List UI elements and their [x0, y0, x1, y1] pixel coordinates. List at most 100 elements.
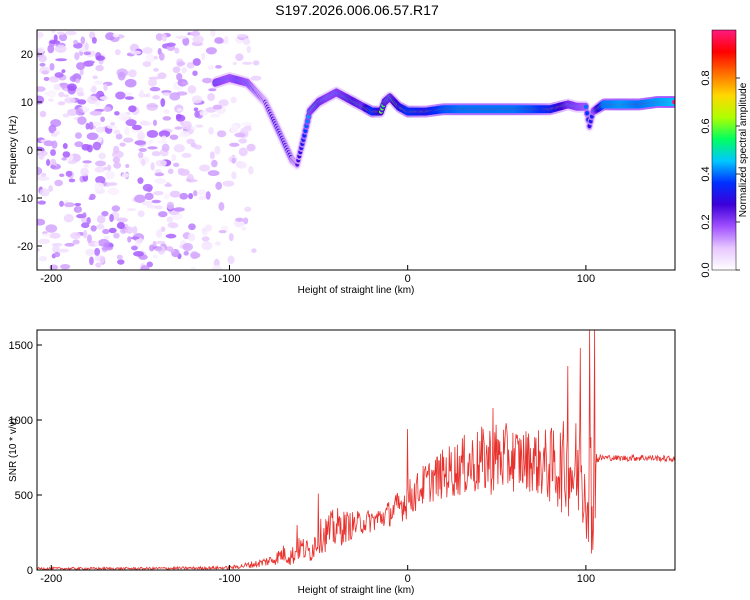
- noise-speckle: [208, 126, 214, 135]
- noise-speckle: [43, 76, 50, 81]
- noise-speckle: [192, 58, 201, 66]
- y-tick-label: -10: [17, 193, 33, 205]
- noise-speckle: [230, 96, 237, 104]
- noise-speckle: [141, 200, 153, 206]
- noise-speckle: [174, 47, 180, 54]
- noise-speckle: [163, 109, 170, 114]
- colorbar-tick-label: 0.2: [700, 214, 712, 229]
- noise-speckle: [181, 81, 189, 86]
- noise-speckle: [168, 248, 176, 253]
- noise-speckle: [41, 70, 49, 75]
- noise-speckle: [160, 98, 166, 107]
- noise-speckle: [193, 190, 198, 197]
- x-tick-label: 0: [405, 273, 411, 285]
- noise-speckle: [201, 52, 206, 61]
- noise-speckle: [43, 140, 54, 147]
- noise-speckle: [37, 47, 45, 53]
- noise-speckle: [166, 201, 175, 210]
- noise-speckle: [201, 236, 210, 242]
- noise-speckle: [86, 216, 91, 225]
- noise-speckle: [49, 62, 55, 71]
- noise-speckle: [109, 213, 114, 223]
- noise-speckle: [37, 200, 46, 205]
- noise-speckle: [49, 232, 61, 239]
- noise-speckle: [74, 141, 84, 148]
- noise-speckle: [95, 187, 103, 192]
- y-tick-label: 0: [27, 145, 33, 157]
- noise-speckle: [177, 61, 186, 66]
- noise-speckle: [37, 31, 44, 38]
- noise-speckle: [162, 92, 172, 96]
- noise-speckle: [158, 52, 165, 61]
- noise-speckle: [47, 90, 57, 98]
- noise-speckle: [156, 140, 168, 144]
- ridge-core: [585, 111, 590, 116]
- noise-speckle: [64, 30, 77, 36]
- noise-speckle: [244, 206, 252, 212]
- noise-speckle: [59, 200, 64, 207]
- noise-speckle: [238, 138, 248, 144]
- noise-speckle: [205, 191, 211, 200]
- noise-speckle: [65, 170, 73, 177]
- snr-y-axis: 0 500 1000 1500: [9, 340, 42, 577]
- noise-speckle: [125, 226, 134, 234]
- noise-speckle: [214, 145, 221, 155]
- noise-speckle: [41, 233, 51, 237]
- noise-speckle: [96, 223, 105, 230]
- noise-speckle: [70, 232, 81, 240]
- noise-speckle: [97, 238, 110, 247]
- noise-speckle: [146, 129, 159, 138]
- noise-speckle: [103, 106, 112, 112]
- noise-speckle: [62, 113, 70, 118]
- noise-speckle: [80, 167, 89, 177]
- noise-speckle: [201, 241, 213, 251]
- noise-speckle: [147, 146, 158, 150]
- noise-speckle: [39, 150, 48, 156]
- noise-speckle: [190, 142, 197, 148]
- noise-speckle: [94, 166, 105, 173]
- noise-speckle: [198, 196, 207, 201]
- y-tick-label: -20: [17, 241, 33, 253]
- noise-speckle: [94, 247, 101, 256]
- noise-speckle: [188, 193, 194, 200]
- noise-speckle: [59, 173, 65, 177]
- noise-speckle: [86, 132, 99, 141]
- noise-speckle: [243, 217, 249, 225]
- noise-speckle: [61, 157, 67, 161]
- noise-speckle: [130, 236, 140, 240]
- noise-speckle: [169, 190, 181, 198]
- noise-speckle: [139, 120, 149, 126]
- noise-speckle: [235, 53, 244, 61]
- noise-speckle: [58, 91, 65, 98]
- snr-series-line: [37, 330, 675, 570]
- noise-speckle: [113, 161, 122, 169]
- noise-speckle: [101, 210, 109, 217]
- noise-speckle: [151, 151, 161, 157]
- noise-speckle: [77, 92, 85, 97]
- noise-speckle: [236, 33, 248, 38]
- noise-speckle: [95, 64, 104, 72]
- noise-speckle: [181, 152, 192, 158]
- noise-speckle: [153, 67, 159, 72]
- noise-speckle: [107, 187, 120, 196]
- noise-speckle: [190, 266, 196, 270]
- noise-speckle: [112, 145, 120, 154]
- noise-speckle: [83, 51, 92, 56]
- noise-speckle: [149, 86, 161, 92]
- noise-speckle: [77, 99, 87, 105]
- colorbar-tick-label: 0.6: [700, 118, 712, 133]
- noise-speckle: [67, 160, 77, 165]
- noise-speckle: [119, 142, 126, 147]
- noise-speckle: [61, 69, 66, 74]
- noise-speckle: [39, 188, 50, 197]
- noise-speckle: [235, 222, 245, 227]
- noise-speckle: [243, 38, 251, 46]
- noise-speckle: [158, 130, 171, 138]
- noise-speckle: [99, 255, 105, 264]
- noise-speckle: [94, 241, 100, 247]
- y-tick-label: 0: [27, 565, 33, 577]
- x-tick-label: 100: [577, 273, 595, 285]
- noise-speckle: [37, 247, 40, 252]
- noise-speckle: [216, 130, 227, 138]
- noise-speckle: [173, 144, 185, 153]
